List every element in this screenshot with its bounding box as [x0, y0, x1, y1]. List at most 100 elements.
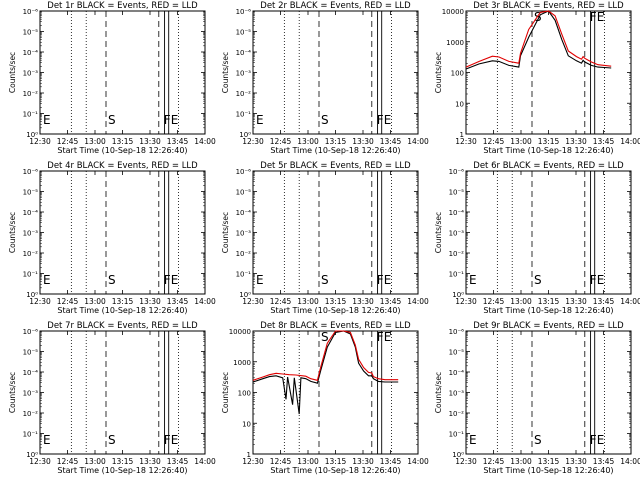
y-tick-label: 10⁰	[26, 131, 38, 139]
y-tick-label: 10⁻³	[23, 390, 39, 398]
y-tick-label: 10⁻³	[23, 70, 39, 78]
x-tick-label: 13:00	[510, 297, 532, 306]
x-tick-label: 12:45	[270, 457, 292, 466]
y-tick-label: 10⁻¹	[236, 271, 252, 279]
y-tick-label: 10⁻²	[449, 410, 465, 418]
x-tick-label: 13:30	[565, 297, 587, 306]
x-tick-label: 14:00	[407, 297, 429, 306]
x-tick-label: 13:00	[297, 457, 319, 466]
y-axis-label: Counts/sec	[8, 372, 17, 413]
y-tick-label: 100	[451, 70, 464, 78]
y-tick-label: 1000	[233, 359, 251, 367]
x-tick-label: 13:45	[167, 137, 189, 146]
f-marker: F	[590, 273, 597, 287]
plot-frame	[465, 10, 632, 135]
events-series-line	[252, 330, 399, 415]
start-edge-marker: E	[469, 433, 477, 447]
y-tick-label: 10⁻²	[236, 90, 252, 98]
x-tick-label: 14:00	[620, 137, 640, 146]
f-marker: F	[164, 273, 171, 287]
y-tick-label: 10⁻²	[449, 250, 465, 258]
x-tick-label: 12:45	[483, 457, 505, 466]
f-marker: F	[164, 433, 171, 447]
x-tick-label: 12:30	[29, 457, 51, 466]
plot-frame	[39, 170, 206, 295]
y-tick-label: 10	[455, 100, 464, 108]
e-marker: E	[171, 273, 179, 287]
y-tick-label: 10⁻⁶	[236, 168, 252, 176]
y-tick-label: 1000	[446, 39, 464, 47]
x-tick-label: 12:45	[57, 297, 79, 306]
f-marker: F	[164, 113, 171, 127]
y-axis-label: Counts/sec	[221, 372, 230, 413]
y-tick-label: 10⁻¹	[449, 431, 465, 439]
s-marker: S	[108, 433, 116, 447]
x-axis-label: Start Time (10-Sep-18 12:26:40)	[270, 306, 400, 315]
y-tick-label: 10⁻⁴	[236, 49, 252, 57]
x-tick-label: 12:30	[242, 297, 264, 306]
x-tick-label: 13:30	[139, 457, 161, 466]
y-tick-label: 10⁰	[26, 451, 38, 459]
y-tick-label: 10⁻⁵	[23, 189, 39, 197]
y-tick-label: 10⁻³	[449, 230, 465, 238]
y-tick-label: 1	[460, 131, 464, 139]
y-tick-label: 10000	[229, 328, 251, 336]
panel-title: Det 3r BLACK = Events, RED = LLD	[473, 1, 624, 11]
plot-frame	[465, 170, 632, 295]
x-tick-label: 13:15	[538, 457, 560, 466]
x-tick-label: 13:45	[380, 297, 402, 306]
start-edge-marker: E	[43, 113, 51, 127]
x-tick-label: 13:15	[325, 297, 347, 306]
x-axis-label: Start Time (10-Sep-18 12:26:40)	[57, 306, 187, 315]
panel-det-2: Det 2r BLACK = Events, RED = LLD 10⁰ 10⁻¹ 1…	[221, 1, 429, 155]
panel-title: Det 1r BLACK = Events, RED = LLD	[47, 1, 198, 11]
plot-frame	[252, 330, 419, 455]
panel-title: Det 5r BLACK = Events, RED = LLD	[260, 161, 411, 171]
y-tick-label: 10⁰	[239, 291, 251, 299]
plot-frame	[252, 10, 419, 135]
x-tick-label: 13:00	[297, 137, 319, 146]
x-tick-label: 13:15	[112, 297, 134, 306]
y-tick-label: 10⁻⁴	[23, 369, 39, 377]
y-tick-label: 10000	[442, 8, 464, 16]
x-tick-label: 13:45	[380, 137, 402, 146]
e-marker: E	[171, 113, 179, 127]
events-series-line	[465, 10, 612, 70]
panel-det-3: Det 3r BLACK = Events, RED = LLD 1 10 100 10…	[434, 1, 640, 155]
x-tick-label: 12:45	[270, 297, 292, 306]
x-tick-label: 13:00	[84, 297, 106, 306]
f-marker: F	[377, 273, 384, 287]
y-tick-label: 10⁻¹	[23, 271, 39, 279]
x-tick-label: 13:45	[167, 457, 189, 466]
x-tick-label: 12:30	[455, 457, 477, 466]
f-marker: F	[377, 113, 384, 127]
x-axis-label: Start Time (10-Sep-18 12:26:40)	[270, 146, 400, 155]
x-axis-label: Start Time (10-Sep-18 12:26:40)	[483, 306, 613, 315]
y-tick-label: 10⁻⁴	[449, 369, 465, 377]
x-axis-label: Start Time (10-Sep-18 12:26:40)	[57, 466, 187, 475]
x-tick-label: 13:30	[352, 457, 374, 466]
x-tick-label: 12:45	[483, 297, 505, 306]
x-tick-label: 13:45	[380, 457, 402, 466]
plot-frame	[39, 10, 206, 135]
x-tick-label: 13:45	[167, 297, 189, 306]
x-tick-label: 14:00	[194, 297, 216, 306]
x-tick-label: 13:00	[297, 297, 319, 306]
y-tick-label: 10⁻⁵	[236, 189, 252, 197]
s-marker: S	[534, 433, 542, 447]
s-marker: S	[108, 113, 116, 127]
panel-title: Det 2r BLACK = Events, RED = LLD	[260, 1, 411, 11]
y-tick-label: 10	[242, 420, 251, 428]
e-marker: E	[171, 433, 179, 447]
y-axis-label: Counts/sec	[221, 212, 230, 253]
y-tick-label: 10⁻²	[23, 410, 39, 418]
x-tick-label: 13:30	[565, 457, 587, 466]
y-axis-label: Counts/sec	[434, 212, 443, 253]
y-tick-label: 10⁻¹	[236, 111, 252, 119]
panel-title: Det 4r BLACK = Events, RED = LLD	[47, 161, 198, 171]
lld-series-line	[465, 10, 612, 68]
y-tick-label: 10⁰	[26, 291, 38, 299]
x-tick-label: 12:30	[455, 297, 477, 306]
y-tick-label: 10⁻²	[236, 250, 252, 258]
y-tick-label: 10⁻⁵	[236, 29, 252, 37]
